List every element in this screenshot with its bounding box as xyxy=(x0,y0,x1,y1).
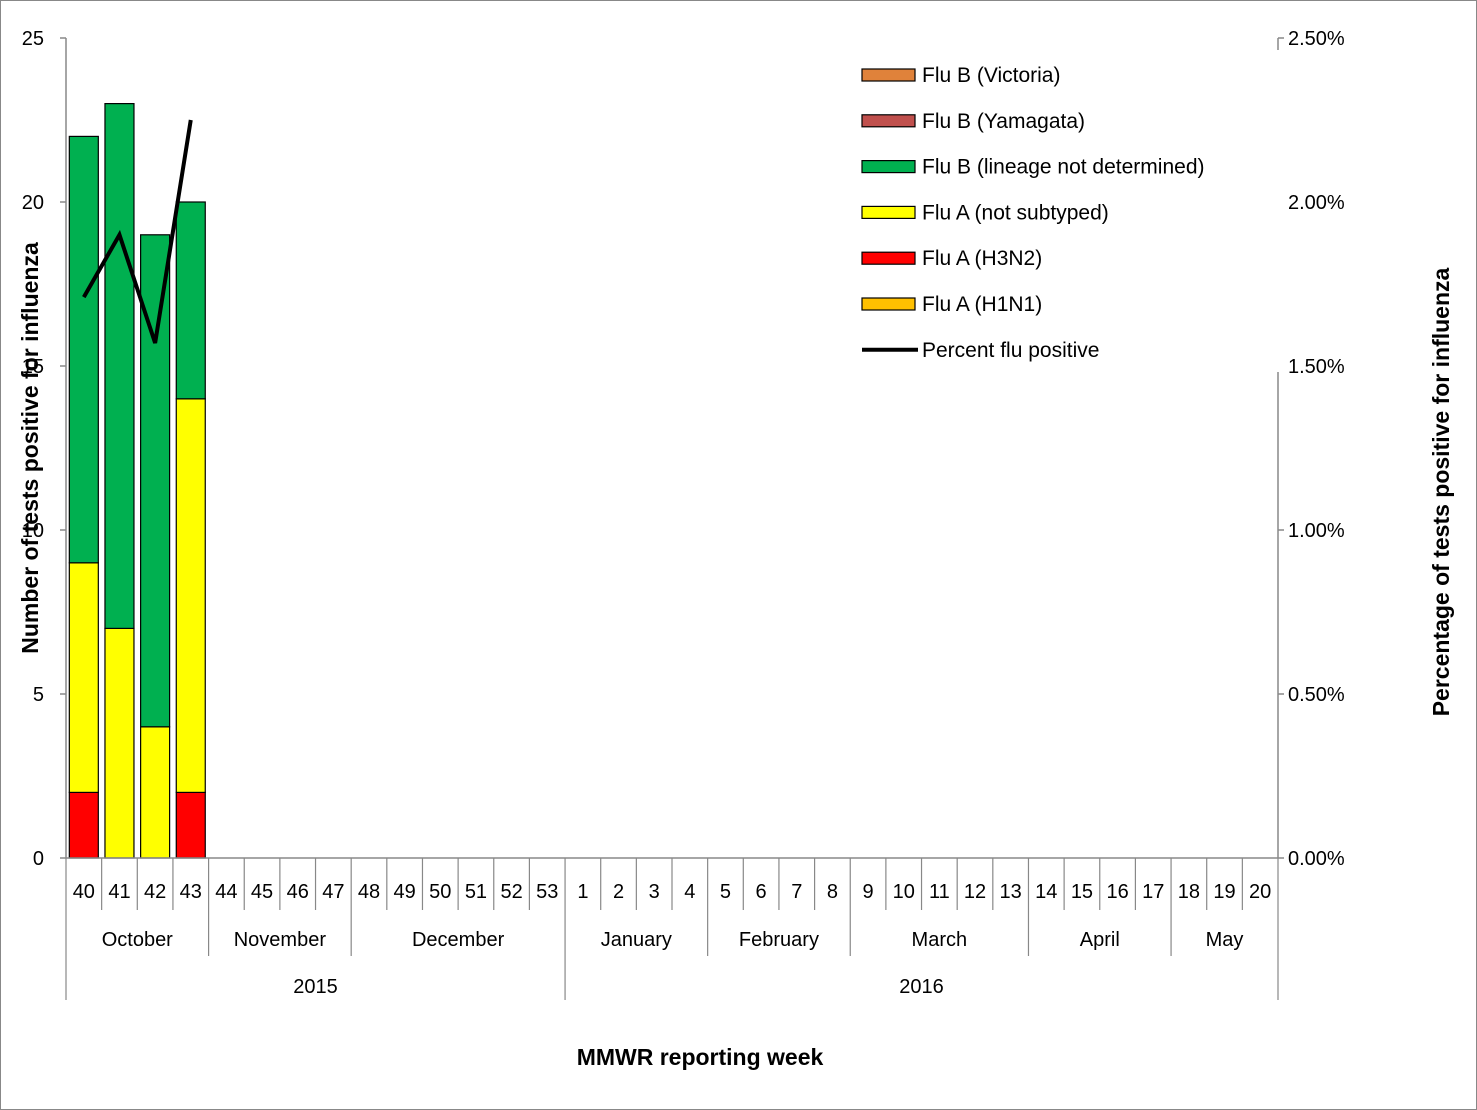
y-tick-label: 25 xyxy=(22,28,44,50)
year-label: 2015 xyxy=(293,976,338,998)
bar-segment xyxy=(140,726,171,859)
bar-segment xyxy=(68,135,99,564)
x-tick-label: 14 xyxy=(1035,881,1057,903)
x-tick-label: 6 xyxy=(756,881,767,903)
x-tick-label: 45 xyxy=(251,881,273,903)
x-tick-label: 11 xyxy=(929,881,950,903)
x-tick-label: 20 xyxy=(1249,881,1271,903)
x-tick-label: 13 xyxy=(1000,881,1022,903)
bar-segment xyxy=(104,102,135,629)
x-tick-label: 2 xyxy=(613,881,624,903)
legend-swatch xyxy=(861,297,916,311)
month-label: January xyxy=(601,929,672,951)
x-axis-title: MMWR reporting week xyxy=(577,1044,824,1070)
year-label: 2016 xyxy=(899,976,944,998)
legend-swatch xyxy=(861,160,916,174)
plot-area xyxy=(68,102,206,859)
x-tick-label: 18 xyxy=(1178,881,1200,903)
legend-label: Flu B (Yamagata) xyxy=(922,110,1085,133)
x-tick-label: 47 xyxy=(322,881,344,903)
bar-segment xyxy=(68,791,99,859)
month-label: May xyxy=(1206,929,1244,951)
x-tick-label: 41 xyxy=(108,881,130,903)
legend-label: Flu A (H1N1) xyxy=(922,293,1042,316)
x-tick-label: 52 xyxy=(500,881,522,903)
bar-segment xyxy=(140,234,171,728)
legend-swatch xyxy=(861,68,916,82)
legend-swatch xyxy=(861,205,916,219)
legend-label: Flu B (lineage not determined) xyxy=(922,156,1205,179)
x-tick-label: 40 xyxy=(73,881,95,903)
month-label: April xyxy=(1080,929,1120,951)
y2-tick-label: 1.00% xyxy=(1288,520,1345,542)
month-label: October xyxy=(102,929,173,951)
legend-label: Percent flu positive xyxy=(922,339,1099,362)
y-tick-label: 20 xyxy=(22,192,44,214)
bar-segment xyxy=(104,627,135,859)
bar-segment xyxy=(68,562,99,793)
x-tick-label: 5 xyxy=(720,881,731,903)
y2-tick-label: 2.00% xyxy=(1288,192,1345,214)
x-tick-label: 9 xyxy=(862,881,873,903)
bar-segment xyxy=(175,791,206,859)
x-tick-label: 1 xyxy=(577,881,588,903)
x-tick-label: 48 xyxy=(358,881,380,903)
legend-swatch xyxy=(861,251,916,265)
y-tick-label: 5 xyxy=(33,684,44,706)
legend-label: Flu B (Victoria) xyxy=(922,64,1060,87)
y-tick-label: 15 xyxy=(22,356,44,378)
x-tick-label: 3 xyxy=(649,881,660,903)
x-tick-label: 51 xyxy=(465,881,487,903)
y2-tick-label: 1.50% xyxy=(1288,356,1345,378)
y-tick-label: 0 xyxy=(33,848,44,870)
x-tick-label: 19 xyxy=(1213,881,1235,903)
month-label: February xyxy=(739,929,819,951)
x-tick-label: 42 xyxy=(144,881,166,903)
x-tick-label: 10 xyxy=(893,881,915,903)
x-tick-label: 8 xyxy=(827,881,838,903)
legend-background xyxy=(852,50,1288,372)
legend-label: Flu A (H3N2) xyxy=(922,247,1042,270)
x-tick-label: 44 xyxy=(215,881,237,903)
x-tick-label: 53 xyxy=(536,881,558,903)
x-tick-label: 43 xyxy=(180,881,202,903)
x-tick-label: 46 xyxy=(287,881,309,903)
bar-segment xyxy=(175,201,206,400)
legend: Flu B (Victoria) Flu B (Yamagata) Flu B (l… xyxy=(852,50,1288,372)
x-tick-label: 16 xyxy=(1106,881,1128,903)
percent-line xyxy=(82,119,193,344)
y-axis-title: Number of tests positive for influenza xyxy=(17,242,43,654)
x-tick-label: 7 xyxy=(791,881,802,903)
x-tick-label: 49 xyxy=(394,881,416,903)
x-tick-label: 15 xyxy=(1071,881,1093,903)
month-label: December xyxy=(412,929,505,951)
bar-segment xyxy=(175,398,206,793)
x-tick-label: 50 xyxy=(429,881,451,903)
y2-tick-label: 2.50% xyxy=(1288,28,1345,50)
x-tick-label: 12 xyxy=(964,881,986,903)
legend-label: Flu A (not subtyped) xyxy=(922,201,1109,224)
month-label: March xyxy=(912,929,968,951)
month-label: November xyxy=(234,929,327,951)
axes: 05101520250.00%0.50%1.00%1.50%2.00%2.50%… xyxy=(22,28,1345,1000)
legend-swatch xyxy=(861,114,916,128)
y2-tick-label: 0.50% xyxy=(1288,684,1345,706)
x-tick-label: 4 xyxy=(684,881,695,903)
y-tick-label: 10 xyxy=(22,520,44,542)
y2-tick-label: 0.00% xyxy=(1288,848,1345,870)
y2-axis-title: Percentage of tests positive for influen… xyxy=(1428,267,1454,716)
x-tick-label: 17 xyxy=(1142,881,1164,903)
